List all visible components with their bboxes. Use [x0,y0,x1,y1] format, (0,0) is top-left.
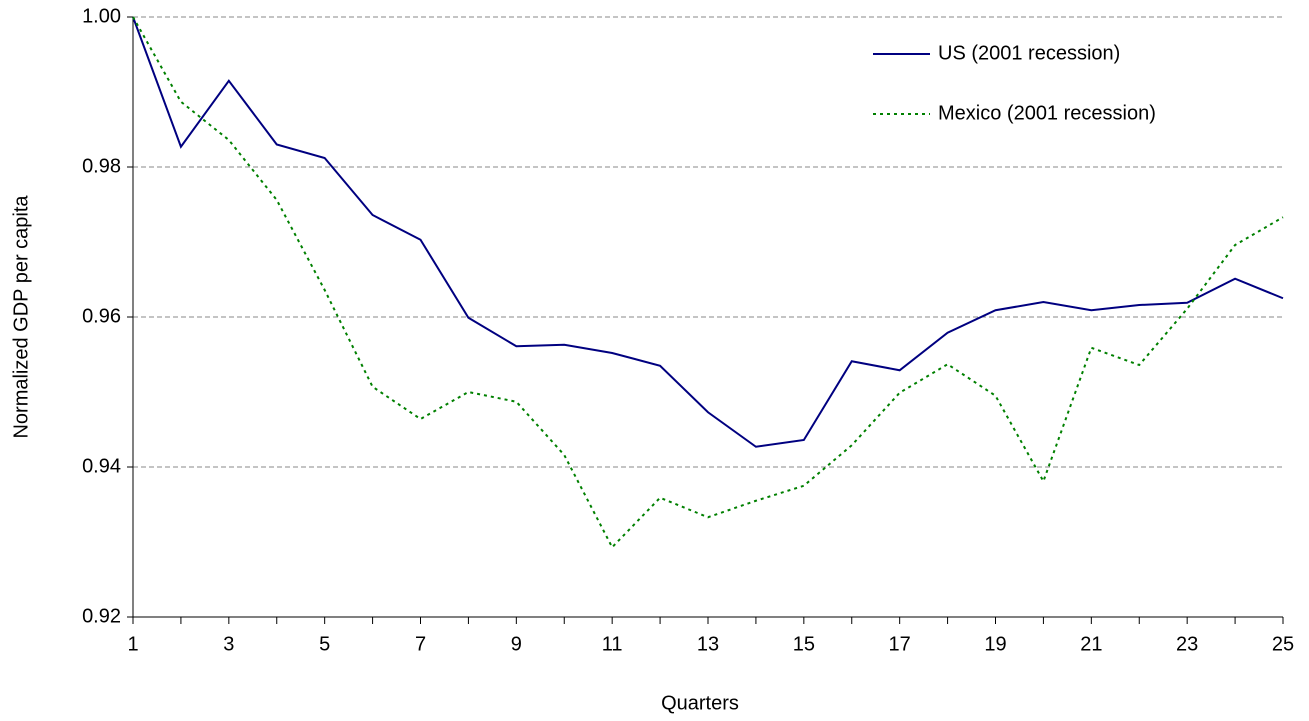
legend-label: US (2001 recession) [938,42,1120,64]
series-line [132,16,1284,549]
x-tick-label: 5 [319,633,330,655]
y-tick-label: 0.96 [82,305,121,327]
x-axis-label: Quarters [661,692,739,714]
y-tick-label: 0.94 [82,455,121,477]
y-tick-label: 0.98 [82,155,121,177]
x-tick-label: 1 [127,633,138,655]
x-tick-label: 15 [793,633,815,655]
y-tick-label: 1.00 [82,5,121,27]
x-tick-label: 21 [1080,633,1102,655]
x-tick-label: 13 [697,633,719,655]
x-tick-label: 19 [984,633,1006,655]
x-tick-label: 25 [1272,633,1294,655]
x-tick-label: 23 [1176,633,1198,655]
x-tick-label: 17 [889,633,911,655]
legend-label: Mexico (2001 recession) [938,102,1156,124]
y-tick-label: 0.92 [82,605,121,627]
x-tick-label: 9 [511,633,522,655]
y-axis-label: Normalized GDP per capita [10,195,32,439]
x-tick-label: 7 [415,633,426,655]
x-tick-label: 11 [602,633,623,655]
x-tick-label: 3 [223,633,234,655]
series-line [132,16,1284,448]
